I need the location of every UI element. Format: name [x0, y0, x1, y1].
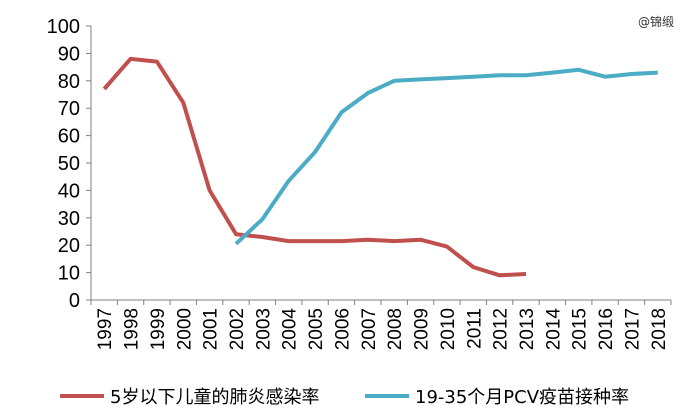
x-tick-label: 2004 [280, 308, 301, 351]
x-tick-label: 2009 [412, 308, 433, 350]
x-tick-label: 2001 [201, 308, 222, 350]
y-tick-label: 80 [58, 71, 80, 93]
x-tick-label: 2002 [227, 308, 248, 350]
x-tick-label: 2014 [543, 308, 564, 351]
legend: 5岁以下儿童的肺炎感染率 19-35个月PCV疫苗接种率 [60, 387, 629, 408]
axes: 0 10 20 30 40 50 60 70 80 90 100 1997 1998 1999 2000 20… [47, 16, 672, 351]
x-tick-label: 2017 [622, 308, 643, 350]
series-line-0 [102, 56, 527, 278]
watermark: @锦缎 [638, 14, 674, 29]
x-tick-label: 2015 [570, 308, 591, 350]
y-tick-label: 90 [58, 43, 80, 65]
series-layer [102, 56, 658, 278]
y-tick-label: 20 [58, 235, 80, 257]
x-tick-label: 2018 [649, 308, 670, 350]
x-tick-label: 2005 [306, 308, 327, 350]
x-tick-label: 1998 [122, 308, 143, 350]
y-tick-label: 10 [58, 263, 80, 285]
legend-label-1: 19-35个月PCV疫苗接种率 [415, 387, 629, 408]
x-tick-label: 1997 [95, 308, 116, 350]
y-tick-label: 70 [58, 98, 80, 120]
x-tick-label: 1999 [148, 308, 169, 350]
x-tick-label: 2006 [332, 308, 353, 350]
legend-label-0: 5岁以下儿童的肺炎感染率 [110, 387, 319, 408]
x-tick-label: 2008 [385, 308, 406, 350]
y-tick-label: 50 [58, 153, 80, 175]
x-tick-label: 2007 [359, 308, 380, 350]
x-tick-label: 2016 [596, 308, 617, 350]
x-tick-label: 2000 [174, 308, 195, 350]
x-tick-label: 2010 [438, 308, 459, 350]
x-tick-label: 2011 [464, 308, 485, 349]
y-tick-label: 0 [69, 290, 80, 312]
y-tick-label: 30 [58, 208, 80, 230]
y-tick-label: 100 [47, 16, 80, 38]
series-line-1 [234, 67, 658, 246]
x-tick-label: 2003 [253, 308, 274, 350]
x-tick-label: 2013 [517, 308, 538, 350]
y-tick-label: 40 [58, 180, 80, 202]
x-tick-label: 2012 [491, 308, 512, 350]
y-tick-label: 60 [58, 126, 80, 148]
